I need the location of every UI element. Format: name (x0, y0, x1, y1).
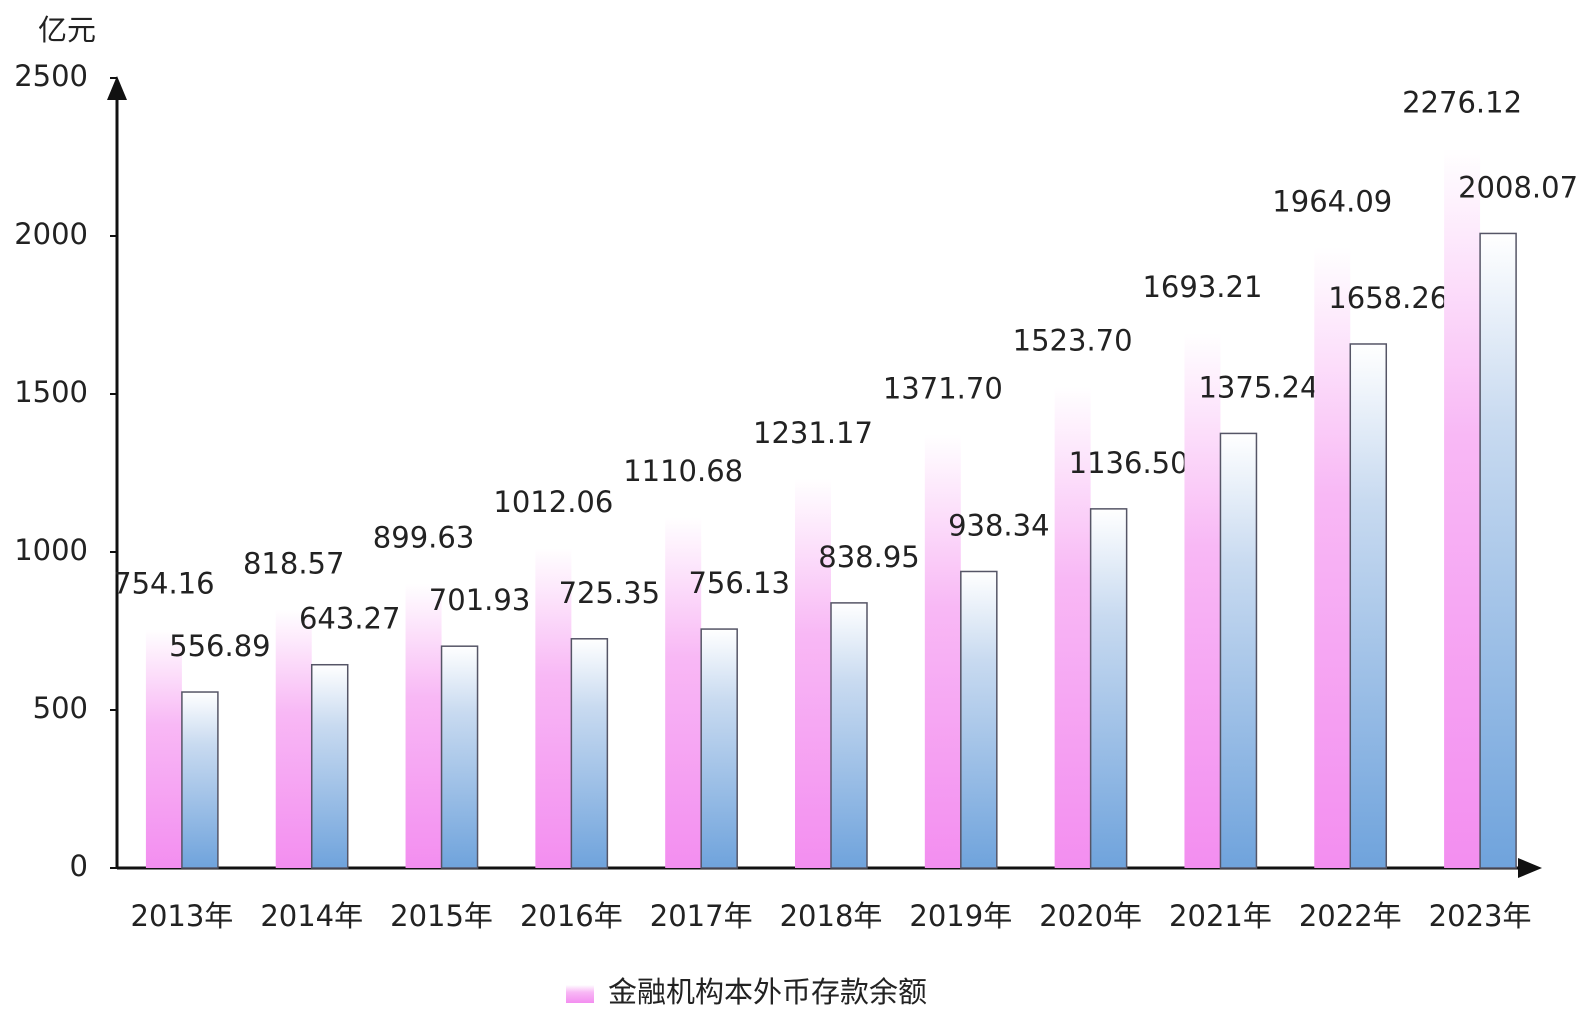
x-axis-arrow (1518, 858, 1542, 878)
bar (1349, 343, 1388, 869)
x-tick-label: 2015年 (390, 899, 493, 933)
bar (181, 691, 219, 869)
value-label: 1964.09 (1272, 184, 1392, 218)
value-label: 1371.70 (883, 372, 1003, 406)
x-tick-label: 2023年 (1429, 899, 1532, 933)
bar (960, 570, 998, 869)
bar (275, 609, 312, 868)
value-label: 1136.50 (1069, 446, 1189, 480)
value-label: 1658.26 (1328, 281, 1448, 315)
bar (665, 517, 702, 868)
bar (1089, 508, 1128, 869)
bar (924, 434, 961, 868)
bar (1184, 332, 1221, 868)
x-tick-label: 2013年 (131, 899, 234, 933)
legend-swatch (566, 985, 594, 1003)
y-tick-label: 1000 (14, 533, 88, 567)
y-tick-label: 500 (33, 691, 88, 725)
bar (1219, 432, 1258, 869)
value-label: 643.27 (299, 602, 400, 636)
y-axis-unit: 亿元 (38, 13, 96, 47)
bar (795, 478, 831, 868)
x-tick-label: 2022年 (1299, 899, 1402, 933)
value-label: 1110.68 (623, 454, 743, 488)
bar (535, 548, 572, 868)
bar (570, 638, 609, 869)
value-label: 838.95 (818, 540, 919, 574)
value-label: 2276.12 (1402, 86, 1522, 120)
bar (145, 629, 182, 868)
value-label: 1375.24 (1198, 370, 1318, 404)
bar (310, 663, 349, 869)
bar (1054, 386, 1091, 868)
value-label: 1012.06 (493, 485, 613, 519)
x-tick-label: 2020年 (1039, 899, 1142, 933)
y-axis-arrow (107, 76, 127, 100)
value-label: 754.16 (113, 567, 214, 601)
value-label: 756.13 (688, 566, 789, 600)
value-label: 938.34 (948, 508, 1049, 542)
bar (405, 583, 442, 868)
bar (1444, 148, 1481, 868)
x-tick-label: 2021年 (1169, 899, 1272, 933)
x-tick-label: 2014年 (260, 899, 363, 933)
value-label: 818.57 (243, 546, 344, 580)
x-tick-label: 2018年 (780, 899, 883, 933)
bar (700, 628, 738, 869)
value-label: 701.93 (429, 583, 530, 617)
legend-label: 金融机构本外币存款余额 (608, 975, 927, 1009)
value-label: 899.63 (373, 521, 474, 555)
bar (1479, 232, 1517, 869)
value-label: 556.89 (169, 629, 270, 663)
x-tick-label: 2016年 (520, 899, 623, 933)
y-tick-label: 2500 (14, 59, 88, 93)
bar (1314, 247, 1351, 869)
value-label: 1693.21 (1142, 270, 1262, 304)
y-tick-label: 1500 (14, 375, 88, 409)
value-label: 1231.17 (753, 416, 873, 450)
x-tick-label: 2017年 (650, 899, 753, 933)
bar (440, 645, 479, 869)
y-tick-label: 0 (70, 849, 88, 883)
y-tick-label: 2000 (14, 217, 88, 251)
value-label: 725.35 (559, 576, 660, 610)
value-label: 1523.70 (1013, 324, 1133, 358)
x-tick-label: 2019年 (909, 899, 1012, 933)
bar (830, 602, 868, 869)
value-label: 2008.07 (1458, 170, 1578, 204)
